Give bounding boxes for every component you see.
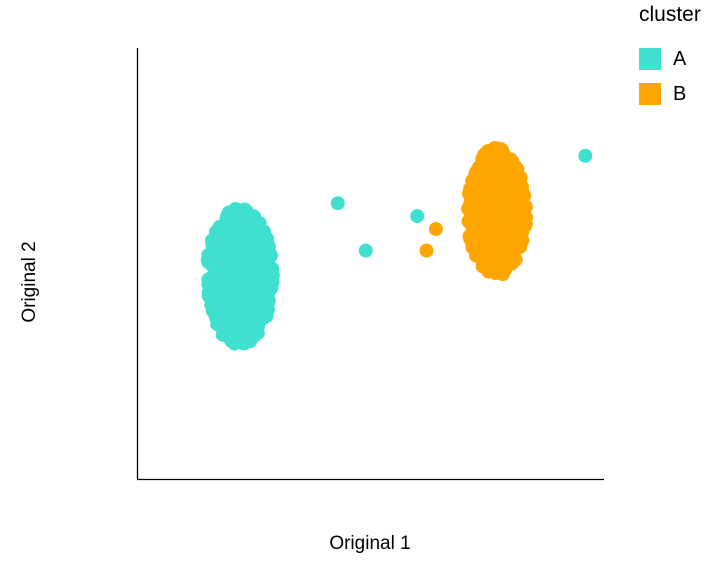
- point-cluster-b: [465, 225, 480, 240]
- point-cluster-a: [202, 287, 217, 302]
- point-cluster-b: [505, 253, 520, 268]
- point-cluster-b: [513, 239, 528, 254]
- point-cluster-b: [473, 167, 488, 182]
- point-cluster-b: [419, 243, 434, 258]
- point-cluster-b: [480, 256, 495, 271]
- point-cluster-a: [201, 250, 216, 265]
- legend-entry-b: B: [639, 83, 686, 105]
- plot-area: [136, 48, 604, 481]
- legend-label-b: B: [673, 83, 686, 105]
- point-cluster-a: [224, 310, 239, 325]
- point-cluster-b: [499, 199, 514, 214]
- legend-label-a: A: [673, 48, 687, 70]
- point-cluster-b: [500, 238, 515, 253]
- point-cluster-b: [468, 192, 483, 207]
- point-cluster-a: [330, 196, 345, 211]
- point-cluster-a: [225, 276, 240, 290]
- y-axis-title: Original 2: [19, 241, 40, 322]
- point-cluster-b: [428, 222, 443, 236]
- point-cluster-a: [247, 218, 262, 233]
- point-cluster-a: [253, 245, 268, 259]
- legend-swatch-b: [639, 83, 661, 105]
- point-cluster-b: [499, 186, 514, 201]
- point-cluster-b: [480, 229, 495, 243]
- legend: cluster A B: [639, 3, 701, 105]
- point-cluster-b: [488, 238, 503, 253]
- point-cluster-a: [410, 209, 425, 224]
- points-layer: [200, 141, 593, 351]
- point-cluster-a: [241, 333, 256, 348]
- point-cluster-b: [515, 224, 530, 239]
- point-cluster-b: [483, 216, 498, 231]
- point-cluster-b: [479, 188, 494, 203]
- point-cluster-a: [221, 208, 236, 223]
- point-cluster-a: [264, 280, 279, 295]
- point-cluster-a: [250, 269, 265, 284]
- point-cluster-b: [499, 159, 514, 174]
- point-cluster-a-outlier: [578, 148, 593, 163]
- point-cluster-a: [226, 230, 241, 245]
- point-cluster-a: [239, 302, 254, 317]
- point-cluster-b: [467, 236, 482, 251]
- x-axis-title: Original 1: [329, 533, 410, 554]
- point-cluster-a: [227, 259, 242, 274]
- point-cluster-a: [358, 243, 373, 258]
- point-cluster-b: [494, 227, 509, 242]
- legend-swatch-a: [639, 48, 661, 70]
- point-cluster-b: [514, 199, 529, 214]
- legend-title: cluster: [639, 3, 701, 26]
- legend-entry-a: A: [639, 48, 687, 70]
- point-cluster-a: [225, 330, 240, 345]
- point-cluster-a: [237, 316, 252, 331]
- point-cluster-a: [201, 277, 216, 291]
- point-cluster-b: [464, 208, 479, 223]
